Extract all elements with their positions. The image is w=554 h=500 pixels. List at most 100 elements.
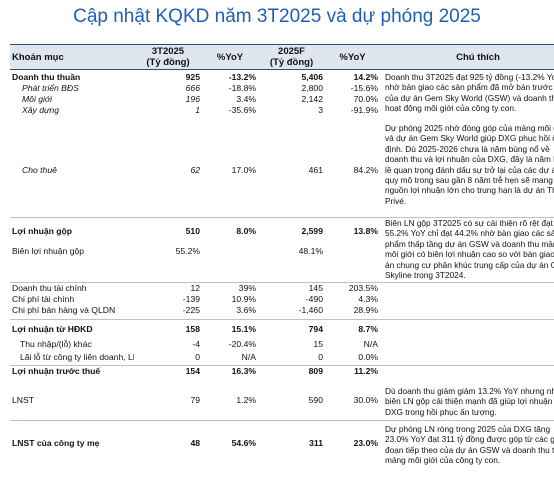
cell-value: 145: [258, 282, 325, 294]
cell-yoy: -20.4%: [228, 339, 256, 349]
header-yoy-1: %YoY: [216, 51, 244, 63]
row-label: Lợi nhuận từ HĐKD: [10, 319, 134, 339]
cell-value: 48.1%: [298, 246, 323, 256]
table-row: Lợi nhuận trước thuế 154 16.3% 809 11.2%: [10, 365, 554, 380]
cell-value: -139: [182, 294, 200, 304]
cell-value: 2,142: [301, 94, 323, 104]
cell-value: 666: [185, 83, 200, 93]
cell-yoy: 1.2%: [236, 394, 256, 405]
cell-yoy: 4.3%: [358, 294, 378, 304]
cell-yoy: 203.5%: [325, 282, 380, 294]
note-empty: [380, 339, 554, 352]
cell-yoy: 8.7%: [325, 319, 380, 339]
header-item: Khoản mục: [12, 51, 64, 63]
cell-value: 1: [195, 105, 200, 115]
table-row: Biên lợi nhuận gộp 55.2% 48.1%: [10, 244, 554, 283]
note-empty: [380, 305, 554, 320]
note-revenue: Doanh thu 3T2025 đạt 925 tỷ đồng (-13.2%…: [385, 72, 554, 114]
cell-yoy: N/A: [241, 352, 256, 362]
row-label: Cho thuê: [22, 164, 57, 175]
cell-value: -225: [182, 305, 200, 315]
cell-value: 12: [134, 282, 202, 294]
cell-yoy: 10.9%: [231, 294, 256, 304]
cell-yoy: 17.0%: [231, 164, 256, 175]
header-2025f: 2025F (Tỷ đồng): [269, 46, 314, 68]
table-row: Doanh thu tài chính 12 39% 145 203.5%: [10, 282, 554, 294]
table-row: LNST 79 1.2% 590 30.0% Dù doanh thu giảm…: [10, 380, 554, 421]
note-empty: [380, 282, 554, 294]
table-row: Môi giới 196 3.4% 2,142 70.0%: [10, 94, 554, 105]
cell-value: 461: [308, 164, 323, 175]
cell-value: 55.2%: [175, 246, 200, 256]
cell-yoy: [202, 244, 258, 283]
cell-yoy: 3.6%: [236, 305, 256, 315]
row-label: Lãi lỗ từ công ty liên doanh, LK: [20, 352, 134, 362]
table-row: LNST của công ty mẹ 48 54.6% 311 23.0% D…: [10, 419, 554, 466]
cell-value: -4: [192, 339, 200, 349]
cell-value: 15: [313, 339, 323, 349]
cell-yoy: 0.0%: [358, 352, 378, 362]
row-label: Biên lợi nhuận gộp: [12, 246, 85, 256]
table-row: Doanh thu thuần 925 -13.2% 5,406 14.2% D…: [10, 70, 554, 113]
cell-yoy: 8.0%: [202, 217, 258, 244]
cell-yoy: 15.1%: [202, 319, 258, 339]
header-yoy-2: %YoY: [339, 51, 366, 63]
cell-yoy: -18.8%: [228, 83, 256, 93]
table-row: Chi phí tài chính -139 10.9% -490 4.3%: [10, 294, 554, 305]
table-row: Lợi nhuận gộp 510 8.0% 2,599 13.8% Biên …: [10, 217, 554, 283]
note-npat-parent: Dự phóng LN ròng trong 2025 của DXG tăng…: [380, 419, 554, 466]
row-label: Lợi nhuận gộp: [10, 217, 134, 244]
cell-yoy: [325, 244, 380, 283]
row-label: Doanh thu tài chính: [10, 282, 134, 294]
row-label: Chi phí bán hàng và QLDN: [12, 305, 116, 315]
row-label: Phát triển BĐS: [22, 83, 79, 93]
note-empty: [380, 319, 554, 339]
row-label: Xây dựng: [22, 105, 59, 115]
row-label: LNST của công ty mẹ: [10, 419, 134, 466]
cell-value: 0: [318, 352, 323, 362]
cell-value: 794: [258, 319, 325, 339]
cell-value: -490: [305, 294, 323, 304]
cell-yoy: -15.6%: [350, 83, 378, 93]
row-label: Thu nhập/(lỗ) khác: [20, 339, 92, 349]
cell-yoy: 23.0%: [325, 419, 380, 466]
row-label: Chi phí tài chính: [12, 294, 75, 304]
table-row: Chi phí bán hàng và QLDN -225 3.6% -1,46…: [10, 305, 554, 320]
note-empty: [380, 365, 554, 380]
cell-value: 3: [318, 105, 323, 115]
cell-value: 158: [134, 319, 202, 339]
cell-value: 196: [185, 94, 200, 104]
cell-yoy: N/A: [363, 339, 378, 349]
cell-value: 2,599: [258, 217, 325, 244]
cell-yoy: -13.2%: [228, 72, 256, 82]
cell-value: 48: [134, 419, 202, 466]
cell-value: 510: [134, 217, 202, 244]
cell-yoy: 28.9%: [353, 305, 378, 315]
table-header-row: Khoản mục 3T2025 (Tỷ đồng) %YoY 2025F (Tỷ …: [10, 44, 554, 70]
cell-yoy: 11.2%: [325, 365, 380, 380]
note-npat: Dù doanh thu giảm giảm 13.2% YoY nhưng n…: [385, 386, 554, 417]
cell-yoy: 3.4%: [236, 94, 256, 104]
note-empty: [380, 352, 554, 366]
cell-value: 5,406: [301, 72, 323, 82]
note-empty: [380, 294, 554, 305]
cell-yoy: 54.6%: [202, 419, 258, 466]
table-row: Cho thuê 62 17.0% 461 84.2% Dự phóng 202…: [10, 123, 554, 218]
cell-value: 2,800: [301, 83, 323, 93]
cell-value: -1,460: [298, 305, 323, 315]
cell-yoy: 13.8%: [325, 217, 380, 244]
cell-value: 154: [134, 365, 202, 380]
cell-yoy: 30.0%: [353, 394, 378, 405]
cell-yoy: -35.6%: [228, 105, 256, 115]
note-gross-profit: Biên LN gộp 3T2025 có sự cải thiện rõ rệ…: [380, 217, 554, 283]
table-row: Lợi nhuận từ HĐKD 158 15.1% 794 8.7%: [10, 319, 554, 339]
cell-value: 925: [185, 72, 200, 82]
row-label: Doanh thu thuần: [12, 72, 81, 82]
cell-value: 62: [190, 164, 200, 175]
note-forecast: Dự phóng 2025 nhờ đóng góp của mảng môi …: [385, 123, 554, 206]
table-row: Xây dựng 1 -35.6% 3 -91.9%: [10, 105, 554, 123]
cell-yoy: -91.9%: [350, 105, 378, 115]
financial-table: Khoản mục 3T2025 (Tỷ đồng) %YoY 2025F (Tỷ …: [10, 44, 554, 466]
cell-value: 79: [190, 394, 200, 405]
row-label: Lợi nhuận trước thuế: [10, 365, 134, 380]
